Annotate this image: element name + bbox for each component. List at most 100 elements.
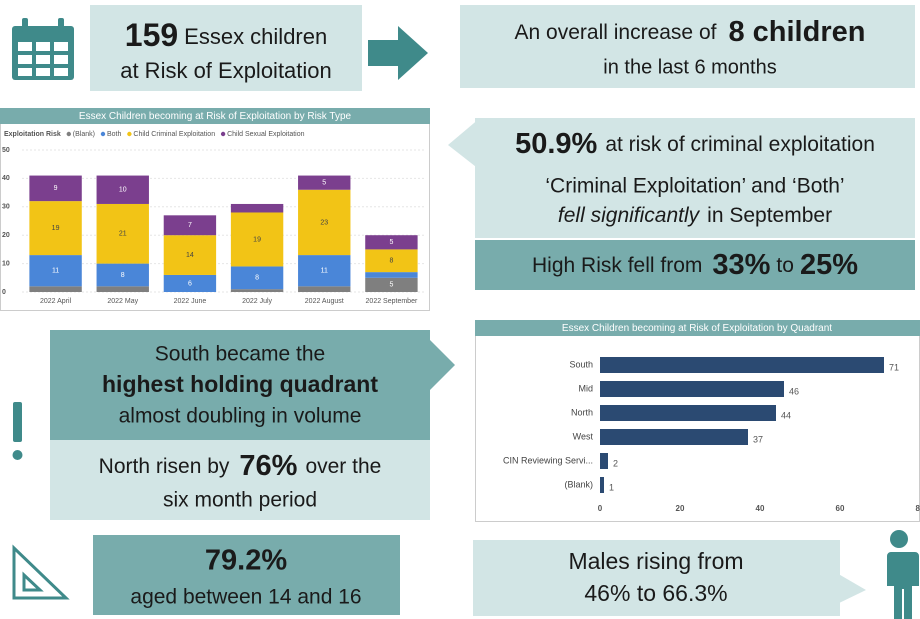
ruler-icon: [12, 544, 70, 600]
x-tick-label: 2022 May: [107, 298, 138, 305]
high-risk-text: High Risk fell from: [532, 254, 702, 277]
bubble-tail: [835, 572, 866, 605]
bar-segment: [96, 286, 149, 292]
chart-title-bar: [475, 320, 920, 336]
bar-segment: [230, 289, 284, 292]
criminal-number: 50.9%: [515, 128, 597, 160]
data-label: 14: [186, 252, 194, 259]
data-label: 6: [188, 280, 192, 287]
x-tick-label: 40: [756, 504, 765, 513]
bar-segment: [163, 274, 217, 292]
data-label: 8: [389, 258, 393, 265]
bar: [600, 357, 884, 373]
increase-box: [460, 5, 915, 88]
bar-segment: [230, 212, 284, 267]
increase-line2: in the last 6 months: [603, 56, 776, 78]
criminal-line2: ‘Criminal Exploitation’ and ‘Both’: [545, 175, 844, 198]
legend-swatch: [127, 131, 132, 137]
data-label: 71: [889, 362, 899, 372]
y-tick-label: North: [571, 407, 593, 417]
y-tick-label: 20: [2, 232, 10, 239]
data-label: 8: [121, 272, 125, 279]
legend-label: Child Criminal Exploitation: [133, 131, 215, 138]
y-tick-label: 0: [2, 289, 6, 296]
y-tick-label: Mid: [578, 383, 593, 393]
x-tick-label: 2022 June: [174, 298, 207, 305]
y-tick-label: 10: [2, 260, 10, 267]
criminal-line1: 50.9% at risk of criminal exploitation: [515, 128, 875, 160]
increase-text: An overall increase of: [515, 21, 717, 44]
person-icon: [883, 530, 919, 619]
headline-text: Essex children: [184, 24, 327, 49]
bar-segment: [230, 266, 284, 290]
bar-segment: [298, 189, 351, 256]
high-risk-from: 33%: [712, 249, 770, 281]
data-label: 19: [253, 236, 261, 243]
north-number: 76%: [239, 450, 297, 482]
bar: [600, 381, 784, 397]
age-line2: aged between 14 and 16: [130, 586, 361, 609]
bar-segment: [298, 255, 351, 287]
legend-label: Child Sexual Exploitation: [227, 131, 305, 138]
bar-segment: [96, 203, 149, 264]
bar-segment: [29, 286, 82, 292]
bar-segment: [365, 272, 418, 278]
high-risk-to-word: to: [776, 254, 794, 277]
x-tick-label: 2022 July: [242, 298, 272, 305]
data-label: 21: [119, 231, 127, 238]
data-label: 46: [789, 386, 799, 396]
data-label: 5: [389, 282, 393, 289]
y-tick-label: (Blank): [564, 479, 593, 489]
x-tick-label: 0: [598, 504, 603, 513]
criminal-italic: fell significantly: [558, 204, 701, 227]
data-label: 1: [609, 482, 614, 492]
x-tick-label: 2022 August: [305, 298, 344, 305]
chart-title: Essex Children becoming at Risk of Explo…: [79, 111, 352, 122]
headline-number: 159: [125, 17, 178, 53]
high-risk-box: [475, 240, 915, 290]
bar-segment: [29, 255, 82, 287]
data-label: 10: [119, 187, 127, 194]
bubble-tail: [448, 118, 480, 170]
quadrant-box: [50, 330, 430, 440]
age-box: [93, 535, 400, 615]
north-text: North risen by: [99, 455, 230, 478]
data-label: 5: [389, 239, 393, 246]
y-tick-label: South: [569, 359, 593, 369]
data-label: 23: [320, 219, 328, 226]
bar: [600, 405, 776, 421]
x-tick-label: 60: [836, 504, 845, 513]
headline-line2: at Risk of Exploitation: [120, 58, 332, 83]
legend-swatch: [100, 131, 106, 137]
males-box: [473, 540, 840, 616]
exclamation-icon: [12, 402, 23, 460]
bar-segment: [163, 215, 217, 236]
bar-segment: [298, 175, 351, 190]
x-tick-label: 80: [916, 504, 920, 513]
bar-segment: [29, 201, 82, 256]
legend-swatch: [66, 131, 71, 137]
quadrant-line2: highest holding quadrant: [102, 371, 378, 397]
quadrant-line1: South became the: [155, 343, 325, 366]
north-text2: over the: [305, 455, 381, 478]
north-box: [50, 440, 430, 520]
y-tick-label: CIN Reviewing Servi...: [503, 455, 593, 465]
legend-label: (Blank): [73, 131, 95, 138]
data-label: 5: [322, 180, 326, 187]
criminal-box: [475, 118, 915, 238]
criminal-line3: fell significantly in September: [558, 204, 832, 227]
bar: [600, 429, 748, 445]
y-tick-label: 30: [2, 204, 10, 211]
bar-segment: [163, 235, 217, 275]
data-label: 19: [52, 225, 60, 232]
bar-segment: [96, 263, 149, 287]
data-label: 11: [52, 268, 59, 275]
quadrant-line3: almost doubling in volume: [119, 405, 362, 428]
x-tick-label: 2022 April: [40, 298, 72, 305]
legend-title: Exploitation Risk: [4, 131, 61, 138]
bar-segment: [230, 203, 284, 213]
north-line1: North risen by 76% over the: [99, 450, 382, 482]
bar-segment: [365, 249, 418, 273]
y-tick-label: 40: [2, 175, 10, 182]
x-tick-label: 20: [676, 504, 685, 513]
